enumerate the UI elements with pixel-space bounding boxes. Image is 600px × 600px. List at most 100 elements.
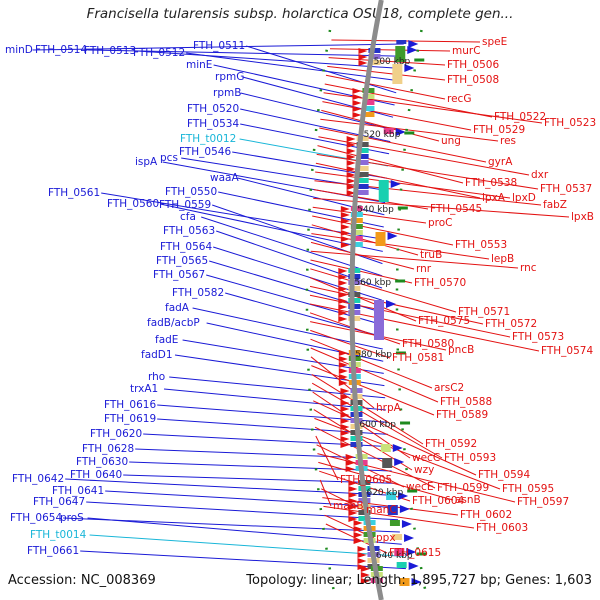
gene-label-right[interactable]: FTH_0597 [517, 496, 569, 508]
gene-label-right[interactable]: FTH_0581 [392, 352, 444, 364]
gene-label-right[interactable]: ung [441, 135, 461, 147]
gene-label-left[interactable]: FTH_0619 [104, 413, 156, 425]
gene-label-right[interactable]: rnr [416, 263, 432, 275]
gene-label-left[interactable]: FTH_0546 [179, 146, 231, 158]
gene-label-right[interactable]: FTH_0572 [485, 318, 537, 330]
gene-label-right[interactable]: FTH_0580 [402, 338, 454, 350]
gene-label-right[interactable]: truB [420, 249, 442, 261]
gene-label-right[interactable]: res [500, 135, 516, 147]
gene-label-right[interactable]: proC [428, 217, 453, 229]
gene-label-left[interactable]: FTH_0550 [165, 186, 217, 198]
gene-label-right[interactable]: FTH_0603 [476, 522, 528, 534]
gene-label-left[interactable]: rpmB [213, 87, 241, 99]
gene-label-right[interactable]: recG [447, 93, 471, 105]
gene-label-left[interactable]: ispA [135, 156, 158, 168]
gene-label-left[interactable]: FTH_0640 [70, 469, 122, 481]
gene-label-left[interactable]: fadA [165, 302, 190, 314]
gene-label-right[interactable]: FTH_0602 [460, 509, 512, 521]
gene-label-right[interactable]: FTH_0604 [412, 495, 464, 507]
gene-label-right[interactable]: murC [452, 45, 481, 57]
gene-label-right[interactable]: speE [482, 36, 507, 48]
gene-label-left[interactable]: FTH_0582 [172, 287, 224, 299]
gene-label-right[interactable]: FTH_0605 [340, 474, 392, 486]
gene-label-right[interactable]: FTH_0508 [447, 74, 499, 86]
gene-label-right[interactable]: FTH_0593 [444, 452, 496, 464]
gene-label-left[interactable]: FTH_0630 [76, 456, 128, 468]
gene-label-right[interactable]: FTH_0574 [541, 345, 593, 357]
gene-label-right[interactable]: FTH_0575 [418, 315, 470, 327]
gene-label-right[interactable]: FTH_0537 [540, 183, 592, 195]
gene-label-right[interactable]: FTH_0538 [465, 177, 517, 189]
gene-label-left[interactable]: FTH_0620 [90, 428, 142, 440]
gene-label-right[interactable]: wecC [412, 452, 440, 464]
gene-label-left[interactable]: FTH_0641 [52, 485, 104, 497]
gene-label-right[interactable]: FTH_0529 [473, 124, 525, 136]
gene-label-right[interactable]: FTH_0588 [440, 396, 492, 408]
gene-label-right[interactable]: fabZ [543, 199, 567, 211]
gene-label-right[interactable]: FTH_0523 [544, 117, 596, 129]
gene-label-left[interactable]: FTH_0642 [12, 473, 64, 485]
gene-label-right[interactable]: rnc [520, 262, 537, 274]
gene-label-left[interactable]: FTH_0628 [82, 443, 134, 455]
gene-label-left[interactable]: FTH_t0014 [30, 529, 87, 541]
gene-label-left[interactable]: FTH_0559 [159, 199, 211, 211]
gene-label-left[interactable]: rpmG [215, 71, 244, 83]
gene-label-left[interactable]: cfa [180, 211, 196, 223]
gene-label-left[interactable]: FTH_0560 [107, 198, 159, 210]
gene-label-left[interactable]: FTH_0654 [10, 512, 62, 524]
gene-label-left[interactable]: fadB/acbP [147, 317, 200, 329]
gene-label-left[interactable]: FTH_0513 [84, 45, 136, 57]
gene-label-right[interactable]: arsC2 [434, 382, 464, 394]
gene-label-right[interactable]: gyrA [488, 156, 513, 168]
gene-label-right[interactable]: FTH_0599 [437, 482, 489, 494]
gene-label-right[interactable]: ppx [376, 532, 396, 544]
gene-label-left[interactable]: FTH_0512 [133, 47, 185, 59]
gene-label-right[interactable]: FTH_0615 [389, 547, 441, 559]
gene-label-right[interactable]: FTH_0595 [502, 483, 554, 495]
gene-label-left[interactable]: FTH_0561 [48, 187, 100, 199]
gene-label-right[interactable]: FTH_0573 [512, 331, 564, 343]
gene-label-left[interactable]: fadD1 [141, 349, 173, 361]
gene-label-left[interactable]: FTH_0511 [193, 40, 245, 52]
gene-label-left[interactable]: FTH_0647 [33, 496, 85, 508]
gene-label-left[interactable]: proS [60, 512, 84, 524]
gene-label-right[interactable]: hrpA [376, 402, 402, 414]
gene-label-left[interactable]: pcs [160, 152, 178, 164]
gene-label-right[interactable]: wecE [406, 481, 433, 493]
gene-label-right[interactable]: FTH_0522 [494, 111, 546, 123]
gene-label-left[interactable]: FTH_t0012 [180, 133, 236, 145]
gene-label-right[interactable]: lpxA [482, 192, 506, 204]
gene-label-left[interactable]: trxA1 [130, 383, 158, 395]
gene-label-left[interactable]: FTH_0567 [153, 269, 205, 281]
gene-label-left[interactable]: FTH_0534 [187, 118, 239, 130]
gene-label-left[interactable]: fadE [155, 334, 178, 346]
gene-label-right[interactable]: wzy [414, 464, 434, 476]
gene-label-right[interactable]: pncB [448, 344, 474, 356]
gene-label-right[interactable]: asnB [455, 494, 481, 506]
gene-label-left[interactable]: minD [5, 44, 33, 56]
gene-label-right[interactable]: FTH_0545 [430, 203, 482, 215]
gene-label-right[interactable]: FTH_0592 [425, 438, 477, 450]
gene-label-right[interactable]: lepB [491, 253, 514, 265]
gene-label-right[interactable]: FTH_0589 [436, 409, 488, 421]
gene-label-left[interactable]: FTH_0520 [187, 103, 239, 115]
gene-label-right[interactable]: FTH_0570 [414, 277, 466, 289]
gene-label-left[interactable]: waaA [210, 172, 239, 184]
gene-label-left[interactable]: minE [186, 59, 212, 71]
gene-label-right[interactable]: FTH_0553 [455, 239, 507, 251]
gene-label-left[interactable]: FTH_0514 [35, 44, 87, 56]
gene-label-right[interactable]: lpxD [512, 192, 536, 204]
gene-label-right[interactable]: FTH_0594 [478, 469, 530, 481]
gene-label-right[interactable]: dxr [531, 169, 549, 181]
gene-label-left[interactable]: FTH_0565 [156, 255, 208, 267]
gene-label-right[interactable]: manB [333, 500, 364, 512]
gene-label-left[interactable]: FTH_0661 [27, 545, 79, 557]
gene-label-left[interactable]: FTH_0616 [104, 399, 156, 411]
gene-label-right[interactable]: lpxB [571, 211, 594, 223]
gene-label-right[interactable]: FTH_0506 [447, 59, 499, 71]
gene-label-right[interactable]: FTH_0571 [458, 306, 510, 318]
gene-label-left[interactable]: FTH_0564 [160, 241, 212, 253]
gene-label-left[interactable]: rho [148, 371, 165, 383]
gene-label-left[interactable]: FTH_0563 [163, 225, 215, 237]
